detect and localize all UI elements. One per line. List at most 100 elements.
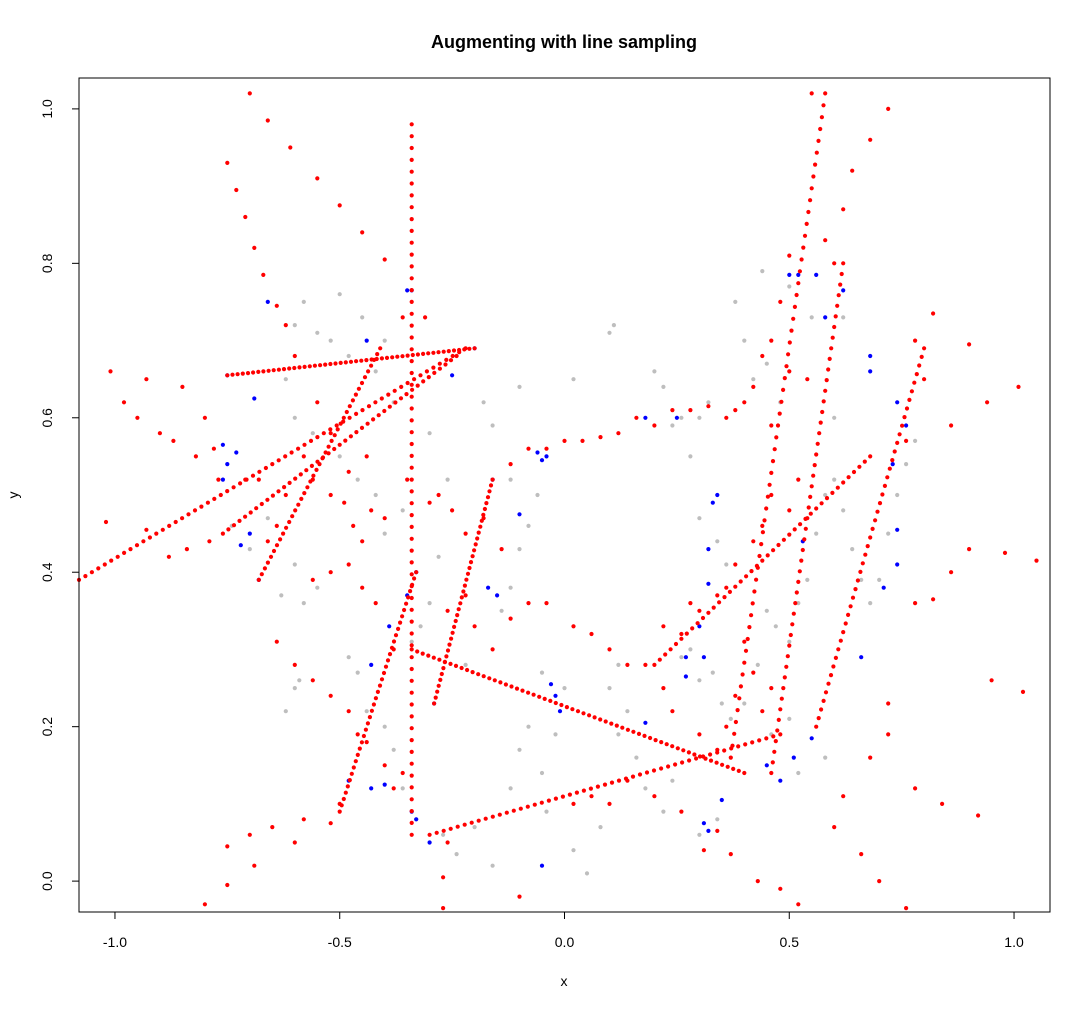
red-point (751, 539, 756, 544)
red-point (949, 423, 954, 428)
red-point (732, 731, 737, 736)
red-point (749, 613, 754, 618)
red-point (792, 304, 798, 309)
red-point (409, 631, 414, 636)
red-point (307, 364, 312, 369)
gray-point (508, 477, 513, 482)
red-point (290, 514, 295, 519)
red-point (371, 702, 376, 707)
red-point (791, 316, 796, 321)
gray-point (688, 454, 693, 459)
red-point (409, 738, 414, 743)
red-point (409, 655, 414, 660)
red-point (432, 701, 437, 706)
red-point (1016, 384, 1021, 389)
blue-point (823, 315, 828, 320)
gray-point (787, 639, 792, 644)
red-point (778, 299, 783, 304)
red-point (383, 664, 389, 669)
gray-point (562, 686, 567, 691)
gray-point (850, 547, 855, 552)
red-point (714, 760, 719, 765)
red-point (544, 601, 549, 606)
red-point (426, 351, 431, 356)
red-point (839, 271, 844, 277)
red-point (359, 358, 364, 363)
red-point (462, 822, 467, 827)
red-point (89, 570, 94, 575)
red-point (668, 647, 673, 652)
red-point (446, 349, 451, 354)
gray-point (315, 330, 320, 335)
red-point (722, 595, 727, 600)
red-point (560, 794, 566, 799)
x-tick-label: 0.0 (555, 934, 575, 950)
blue-point (904, 423, 909, 428)
gray-point (279, 593, 284, 598)
red-point (321, 431, 326, 436)
red-point (467, 346, 472, 351)
red-point (409, 169, 414, 174)
red-point (378, 346, 383, 351)
blue-point (548, 682, 554, 687)
red-point (296, 502, 301, 507)
red-point (670, 709, 675, 714)
red-point (346, 562, 351, 567)
red-point (804, 221, 809, 226)
red-point (391, 639, 397, 644)
red-point (571, 624, 576, 629)
red-point (526, 446, 531, 451)
red-point (717, 600, 722, 605)
red-point (623, 776, 629, 781)
blue-point (643, 720, 648, 725)
red-point (692, 752, 697, 757)
red-point (404, 392, 409, 397)
red-point (437, 366, 442, 371)
red-point (775, 728, 780, 733)
blue-point (535, 450, 540, 455)
red-point (409, 276, 414, 281)
red-point (355, 732, 360, 737)
red-point (1002, 550, 1008, 556)
red-point (341, 415, 346, 420)
red-point (581, 711, 586, 716)
red-point (364, 454, 369, 459)
red-point (342, 500, 347, 505)
red-point (841, 261, 846, 266)
red-point (526, 601, 531, 606)
red-point (409, 690, 414, 695)
red-point (819, 501, 824, 506)
red-point (265, 497, 270, 502)
red-point (409, 157, 414, 162)
red-point (350, 398, 355, 403)
red-point (289, 450, 294, 455)
red-point (787, 369, 792, 374)
red-point (472, 346, 477, 351)
red-point (607, 801, 612, 807)
red-point (405, 353, 410, 358)
red-point (257, 469, 262, 474)
red-point (796, 902, 801, 907)
red-point (634, 415, 639, 420)
red-point (349, 771, 354, 776)
red-point (858, 569, 863, 575)
red-point (736, 744, 741, 749)
red-point (700, 615, 706, 621)
red-point (625, 727, 631, 732)
red-point (436, 492, 441, 498)
red-point (792, 527, 797, 532)
red-point (357, 746, 362, 751)
red-point (409, 749, 414, 755)
red-point (393, 400, 398, 405)
red-point (287, 480, 292, 485)
red-point (846, 612, 851, 618)
red-point (261, 272, 266, 277)
red-point (772, 447, 777, 452)
blue-point (643, 415, 648, 420)
red-point (724, 415, 729, 420)
red-point (328, 492, 333, 498)
red-point (514, 686, 520, 691)
red-point (412, 576, 417, 581)
red-point (259, 501, 264, 507)
blue-point (764, 763, 769, 768)
